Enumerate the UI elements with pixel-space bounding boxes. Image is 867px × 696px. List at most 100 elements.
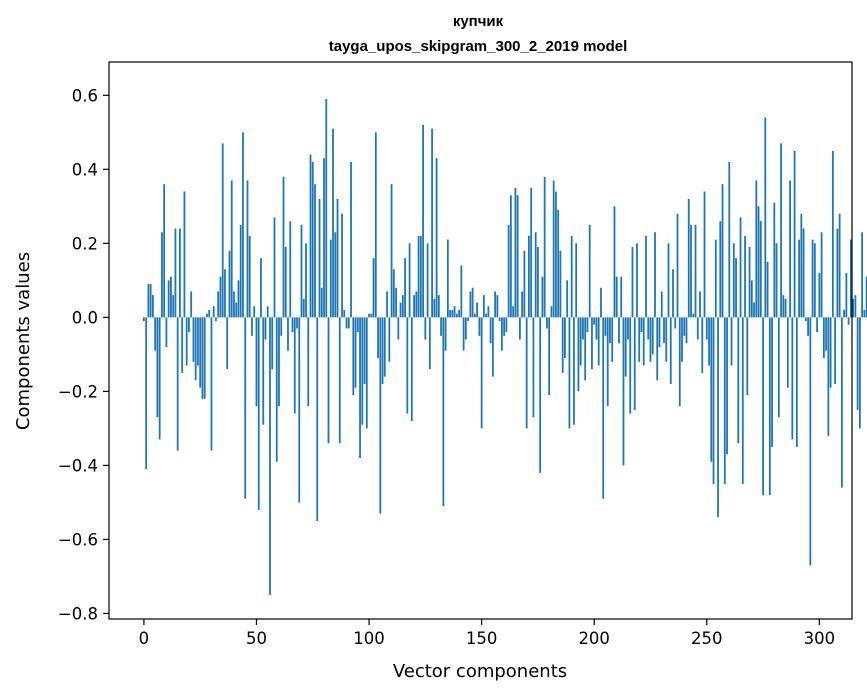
bar xyxy=(215,317,217,322)
bar xyxy=(519,317,521,340)
bar xyxy=(588,224,591,318)
bar xyxy=(201,317,204,399)
bar xyxy=(658,317,661,347)
bar xyxy=(782,295,785,318)
bar xyxy=(289,221,292,318)
bar xyxy=(699,291,701,318)
bar xyxy=(163,184,166,318)
bar xyxy=(428,317,431,370)
bar xyxy=(667,243,670,318)
bar xyxy=(726,317,728,455)
x-tick-label: 300 xyxy=(804,629,836,648)
bar xyxy=(591,317,593,370)
bar xyxy=(575,243,578,318)
x-axis-ticks: 0 50 100 150 200 250 300 xyxy=(139,619,835,648)
bar xyxy=(485,313,488,318)
bar xyxy=(354,317,357,388)
bar xyxy=(550,306,553,318)
bar xyxy=(406,317,409,414)
bar xyxy=(645,235,647,318)
bar xyxy=(597,317,600,366)
bar xyxy=(568,317,571,429)
bar xyxy=(552,180,555,318)
bar xyxy=(282,176,285,318)
bar xyxy=(149,284,152,318)
bar xyxy=(615,276,618,318)
y-axis-ticks: −0.8 −0.6 −0.4 −0.2 0.0 0.2 0.4 0.6 xyxy=(58,86,109,623)
bar xyxy=(392,269,395,318)
bar xyxy=(377,317,379,359)
bar xyxy=(555,191,557,318)
bar xyxy=(329,239,332,318)
bar xyxy=(311,161,314,318)
x-axis-label: Vector components xyxy=(393,661,567,682)
bar xyxy=(327,317,330,444)
bar xyxy=(233,291,235,318)
bar xyxy=(861,232,864,318)
bar xyxy=(546,317,548,329)
bar xyxy=(262,317,265,425)
bar xyxy=(852,298,855,318)
y-tick-label: −0.6 xyxy=(58,530,98,549)
bar xyxy=(512,306,515,318)
bar xyxy=(422,124,424,318)
bar xyxy=(624,317,627,377)
bar xyxy=(374,132,377,318)
bar xyxy=(629,317,632,414)
bar xyxy=(705,317,708,340)
bar xyxy=(188,317,190,333)
bar xyxy=(242,132,244,318)
bar xyxy=(203,317,206,399)
bar xyxy=(170,276,172,318)
bar xyxy=(809,317,812,566)
bar xyxy=(269,317,271,595)
bar xyxy=(647,317,650,340)
bar xyxy=(145,317,148,470)
bar xyxy=(152,295,154,318)
bar xyxy=(226,317,229,370)
bar xyxy=(338,317,341,444)
bar xyxy=(636,243,638,318)
bar xyxy=(762,317,764,496)
bar xyxy=(600,287,602,318)
bar xyxy=(449,309,451,318)
bar xyxy=(323,158,325,318)
bar xyxy=(865,276,867,318)
bar xyxy=(401,295,404,318)
bar xyxy=(633,317,636,410)
y-tick-label: 0.4 xyxy=(72,160,98,179)
bar xyxy=(359,317,361,459)
bar xyxy=(451,309,454,318)
bar xyxy=(345,317,348,329)
bar xyxy=(397,317,400,340)
bar xyxy=(291,317,294,333)
bar xyxy=(347,317,350,329)
bar xyxy=(838,213,841,318)
bar xyxy=(836,228,839,318)
bar xyxy=(856,317,859,410)
bar xyxy=(264,317,267,340)
bar xyxy=(444,317,447,351)
bar xyxy=(503,317,506,336)
bar xyxy=(690,224,692,318)
bar xyxy=(845,272,848,318)
bar xyxy=(732,243,735,318)
bar xyxy=(723,317,726,484)
bar xyxy=(235,302,238,318)
bar xyxy=(678,317,681,407)
bar xyxy=(672,269,674,318)
bar xyxy=(773,202,776,318)
bar xyxy=(521,291,524,318)
bar xyxy=(206,313,208,318)
bar xyxy=(199,317,202,388)
y-tick-label: −0.8 xyxy=(58,604,98,623)
y-tick-label: −0.2 xyxy=(58,382,98,401)
bar xyxy=(827,317,830,436)
bar xyxy=(843,309,846,318)
y-tick-label: 0.6 xyxy=(72,86,98,105)
bar xyxy=(611,317,614,362)
bar xyxy=(775,243,778,318)
bar xyxy=(440,317,442,336)
bar xyxy=(858,317,861,429)
